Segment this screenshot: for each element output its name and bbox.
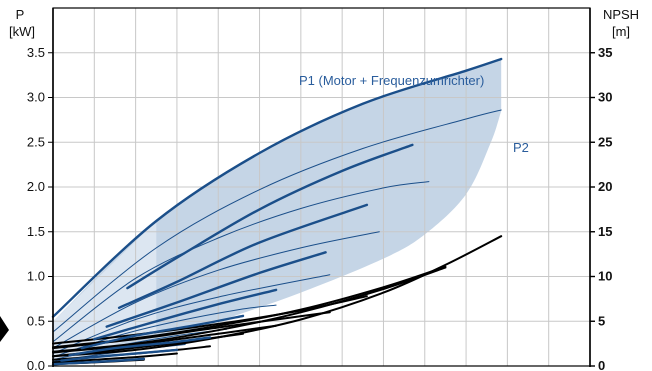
left-axis-title: P	[16, 7, 25, 22]
p1-curve-6	[80, 314, 245, 350]
left-edge-marker-icon	[0, 316, 9, 342]
p2-curve-1	[52, 109, 502, 333]
p1-curve-4	[105, 251, 327, 328]
p1-curve-9	[51, 357, 146, 366]
npsh-curve-5	[52, 311, 331, 350]
right-axis-title: NPSH	[603, 7, 639, 22]
npsh-curve-1	[52, 235, 503, 358]
right-axis-unit: [m]	[612, 24, 630, 39]
p2-curve-3	[52, 231, 380, 349]
p2-annotation: P2	[513, 140, 529, 155]
npsh-curve-4	[52, 295, 368, 345]
p1-curves	[51, 57, 503, 366]
npsh-curve-6	[52, 324, 278, 354]
npsh-curve-9	[52, 352, 178, 364]
p1-curve-3	[117, 203, 369, 309]
left-tick-label: 0.5	[27, 313, 45, 328]
left-tick-label: 1.5	[27, 224, 45, 239]
right-tick-label: 5	[598, 313, 605, 328]
left-axis-unit: [kW]	[9, 24, 35, 39]
p1-curve-1	[51, 57, 503, 318]
right-tick-label: 0	[598, 358, 605, 371]
left-tick-label: 3.0	[27, 90, 45, 105]
right-tick-label: 35	[598, 45, 612, 60]
p1-annotation: P1 (Motor + Frequenzumrichter)	[299, 73, 484, 88]
p2-curve-2	[52, 181, 430, 343]
right-axis-tick-labels: 0 5 10 15 20 25 30 35	[590, 45, 612, 371]
left-axis-tick-labels: 0.0 0.5 1.0 1.5 2.0 2.5 3.0 3.5	[27, 45, 53, 371]
right-tick-label: 25	[598, 134, 612, 149]
p1-curve-2	[126, 143, 414, 290]
p1-curve-8	[60, 348, 179, 362]
right-tick-label: 30	[598, 90, 612, 105]
left-tick-label: 0.0	[27, 358, 45, 371]
right-tick-label: 20	[598, 179, 612, 194]
right-tick-label: 10	[598, 269, 612, 284]
p1-curve-5	[93, 288, 278, 341]
p1-curve-7	[68, 336, 212, 357]
left-tick-label: 2.5	[27, 134, 45, 149]
right-tick-label: 15	[598, 224, 612, 239]
p2-curve-4	[52, 274, 331, 354]
left-tick-label: 3.5	[27, 45, 45, 60]
left-tick-label: 2.0	[27, 179, 45, 194]
left-tick-label: 1.0	[27, 269, 45, 284]
